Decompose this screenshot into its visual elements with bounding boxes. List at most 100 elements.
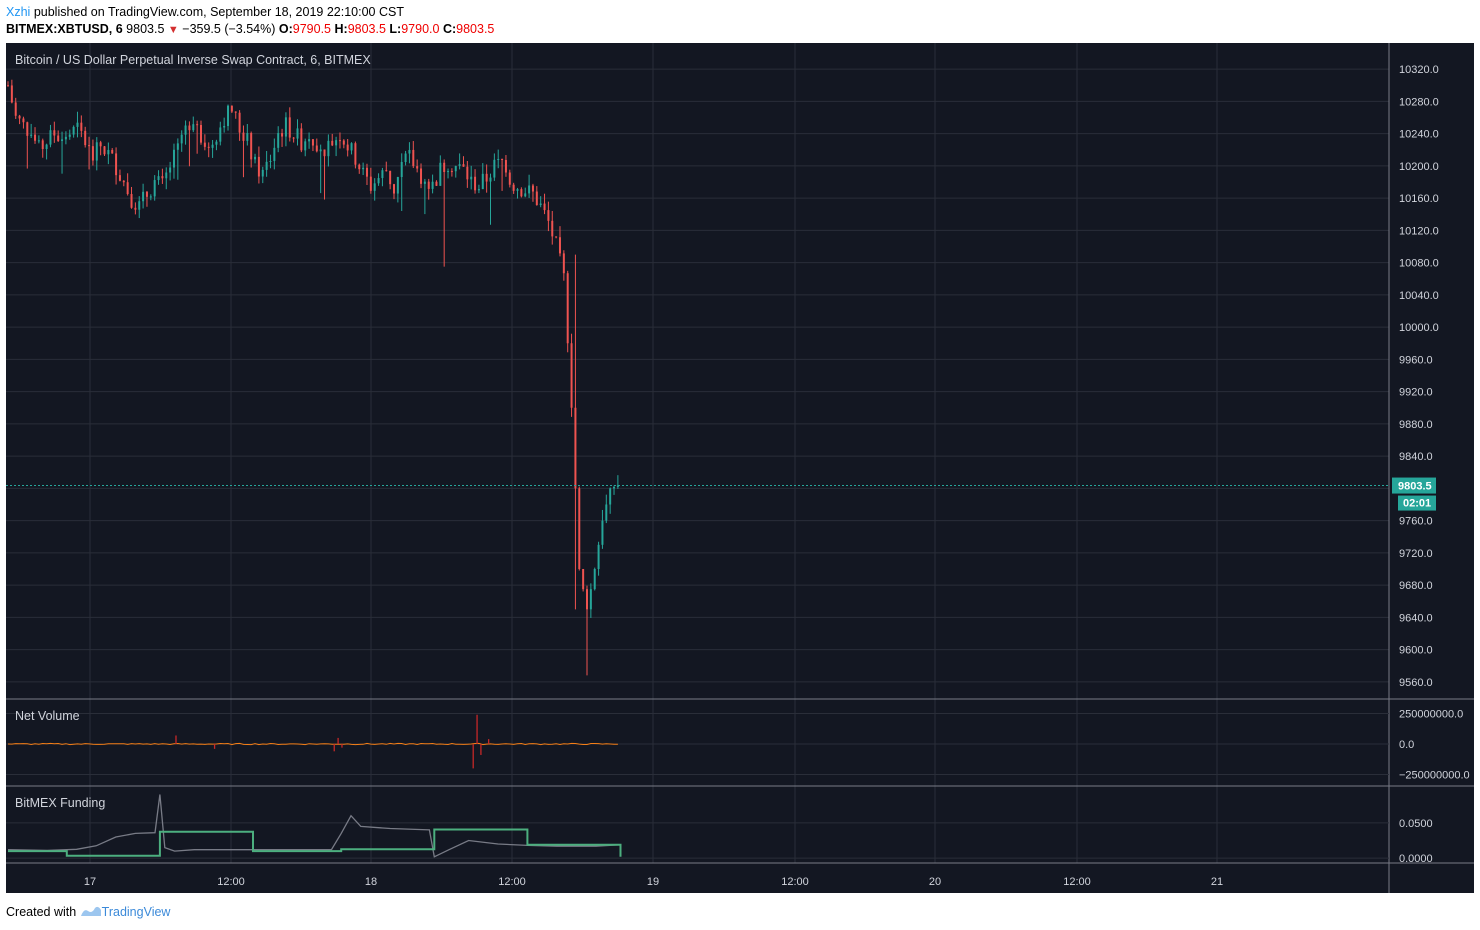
price-pane-title: Bitcoin / US Dollar Perpetual Inverse Sw…: [15, 53, 371, 67]
candle-body: [138, 201, 141, 210]
candle-body: [196, 124, 199, 126]
y-tick-label: 9560.0: [1399, 677, 1433, 689]
candle-body: [408, 149, 411, 154]
candle-body: [37, 140, 40, 142]
candle-body: [223, 126, 226, 128]
candle-body: [281, 133, 284, 137]
y-tick-label: 10240.0: [1399, 129, 1439, 141]
grid-layer: [6, 43, 1474, 893]
chart-svg[interactable]: 17 12:00 18 12:00 19 12:00 20 12:00 21 10320.0 102…: [6, 43, 1474, 893]
candle-body: [362, 167, 365, 170]
candle-body: [558, 237, 561, 254]
candle-body: [566, 273, 569, 344]
candle-body: [539, 203, 542, 206]
candle-body: [161, 176, 164, 179]
low-label: L:: [389, 22, 402, 36]
down-triangle-icon: ▼: [167, 24, 179, 36]
candle-body: [354, 143, 357, 165]
candle-body: [211, 144, 214, 148]
y-tick-label: 9600.0: [1399, 645, 1433, 657]
candle-body: [562, 253, 565, 274]
candle-body: [41, 140, 44, 150]
low-value: 9790.0: [401, 22, 440, 36]
y-tick-label: 9840.0: [1399, 451, 1433, 463]
funding-tick-label: 0.0500: [1399, 818, 1433, 830]
y-tick-label: 10080.0: [1399, 258, 1439, 270]
tradingview-brand-link[interactable]: TradingView: [101, 905, 171, 919]
candle-body: [277, 133, 280, 148]
candle-body: [203, 142, 206, 147]
candle-body: [416, 166, 419, 169]
candle-body: [346, 144, 349, 151]
candle-body: [219, 127, 222, 142]
candle-body: [169, 167, 172, 173]
candle-body: [551, 220, 554, 237]
created-with-text: Created with: [6, 905, 77, 919]
candle-body: [528, 185, 531, 194]
candle-body: [570, 343, 573, 408]
candle-body: [311, 139, 314, 146]
y-tick-label: 9640.0: [1399, 612, 1433, 624]
candle-body: [616, 485, 619, 487]
candle-body: [261, 169, 264, 177]
candle-body: [481, 173, 484, 190]
candle-body: [512, 184, 515, 191]
price-pane: [6, 79, 1389, 676]
candle-body: [172, 149, 175, 168]
tradingview-logo-icon: [80, 906, 101, 916]
axes-layer: 17 12:00 18 12:00 19 12:00 20 12:00 21 10320.0 102…: [84, 64, 1470, 888]
candle-body: [350, 143, 353, 151]
candle-body: [72, 126, 75, 135]
author-link[interactable]: Xzhi: [6, 5, 31, 19]
candle-body: [242, 132, 245, 141]
x-tick-label: 12:00: [498, 876, 526, 888]
y-tick-label: 9920.0: [1399, 387, 1433, 399]
candle-body: [234, 111, 237, 113]
candle-body: [593, 569, 596, 590]
candle-body: [284, 117, 287, 137]
candle-body: [126, 182, 129, 195]
net-volume-title: Net Volume: [15, 709, 80, 723]
x-tick-label: 17: [84, 876, 96, 888]
candle-body: [331, 140, 334, 146]
candle-body: [53, 130, 56, 136]
candle-body: [404, 153, 407, 162]
last-price: 9803.5: [126, 22, 165, 36]
candle-body: [369, 176, 372, 191]
candle-body: [184, 125, 187, 135]
candle-body: [30, 134, 33, 136]
candle-body: [458, 164, 461, 166]
x-tick-label: 12:00: [1063, 876, 1091, 888]
candle-body: [296, 128, 299, 139]
publish-info: Xzhi published on TradingView.com, Septe…: [6, 5, 404, 19]
chart-container[interactable]: 17 12:00 18 12:00 19 12:00 20 12:00 21 10320.0 102…: [6, 43, 1474, 893]
candle-body: [84, 130, 87, 146]
candle-body: [227, 105, 230, 127]
candle-body: [358, 164, 361, 170]
y-tick-label: 10000.0: [1399, 322, 1439, 334]
candle-body: [470, 176, 473, 180]
candle-body: [327, 140, 330, 157]
candle-body: [431, 181, 434, 189]
candle-body: [485, 173, 488, 182]
candle-body: [26, 122, 29, 136]
candle-body: [153, 180, 156, 197]
candle-body: [582, 569, 585, 590]
candle-body: [76, 122, 79, 127]
high-value: 9803.5: [347, 22, 386, 36]
funding-rate-line: [8, 828, 622, 857]
published-text: published on TradingView.com, September …: [33, 5, 404, 19]
open-value: 9790.5: [292, 22, 331, 36]
net-volume-line: [7, 742, 618, 746]
x-tick-label: 12:00: [217, 876, 245, 888]
x-tick-label: 12:00: [781, 876, 809, 888]
y-tick-label: 10160.0: [1399, 193, 1439, 205]
price-change: −359.5 (−3.54%): [182, 22, 276, 36]
countdown-tag: [1398, 495, 1436, 511]
vol-tick-label: 0.0: [1399, 739, 1414, 751]
y-tick-label: 10280.0: [1399, 96, 1439, 108]
candle-body: [613, 486, 616, 489]
candle-body: [91, 146, 94, 161]
candle-body: [18, 115, 21, 119]
candle-body: [130, 194, 133, 208]
